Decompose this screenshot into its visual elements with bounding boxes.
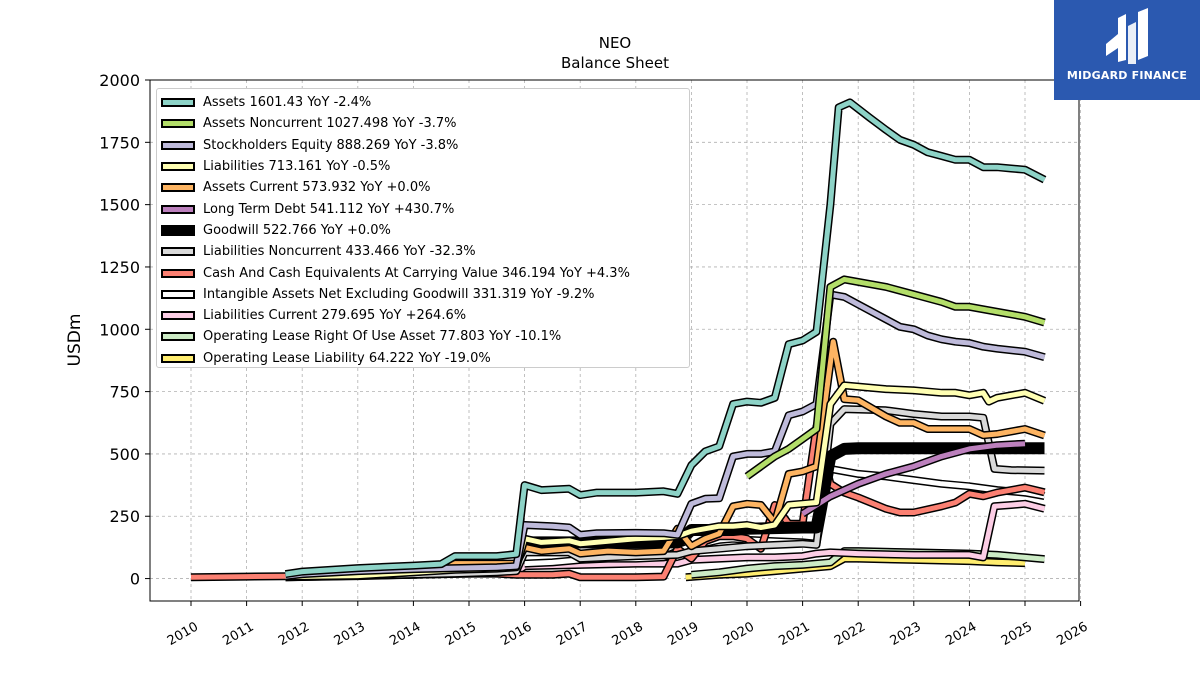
x-tick-label: 2026 bbox=[1054, 619, 1090, 649]
legend-label: Intangible Assets Net Excluding Goodwill… bbox=[203, 286, 595, 302]
plot-frame bbox=[149, 79, 1080, 602]
y-tick-label: 0 bbox=[130, 570, 140, 589]
x-tick-label: 2021 bbox=[776, 619, 812, 649]
chart-title: NEO bbox=[599, 34, 632, 52]
legend-entry: Liabilities Noncurrent 433.466 YoY -32.3… bbox=[157, 241, 689, 262]
legend-entry: Liabilities Current 279.695 YoY +264.6% bbox=[157, 305, 689, 326]
midgard-logo-icon bbox=[1106, 8, 1148, 64]
series-line-5 bbox=[800, 439, 1026, 518]
series-line-3 bbox=[285, 381, 1047, 581]
series-stroke bbox=[801, 441, 1026, 516]
legend-entry: Long Term Debt 541.112 YoY +430.7% bbox=[157, 198, 689, 219]
legend-entry: Assets Current 573.932 YoY +0.0% bbox=[157, 177, 689, 198]
series-line-12 bbox=[685, 554, 1026, 582]
x-tick-label: 2020 bbox=[721, 619, 757, 649]
legend-swatch bbox=[161, 162, 195, 172]
y-tick-label: 1750 bbox=[99, 133, 140, 152]
legend-swatch bbox=[161, 353, 195, 363]
x-tick-label: 2018 bbox=[610, 619, 646, 649]
y-tick-label: 1250 bbox=[99, 258, 140, 277]
series-line-1 bbox=[744, 275, 1046, 480]
legend-label: Long Term Debt 541.112 YoY +430.7% bbox=[203, 201, 455, 217]
series-line-0 bbox=[284, 98, 1047, 579]
y-tick-label: 500 bbox=[109, 445, 140, 464]
series-stroke bbox=[745, 276, 1046, 479]
x-tick-label: 2025 bbox=[999, 619, 1035, 649]
y-tick-label: 1500 bbox=[99, 196, 140, 215]
legend-label: Assets Current 573.932 YoY +0.0% bbox=[203, 180, 431, 196]
legend-swatch bbox=[161, 311, 195, 321]
x-tick-label: 2024 bbox=[943, 619, 979, 649]
legend-swatch bbox=[161, 289, 195, 299]
series-stroke bbox=[285, 382, 1046, 580]
legend-entry: Operating Lease Right Of Use Asset 77.80… bbox=[157, 326, 689, 347]
legend-swatch bbox=[161, 268, 195, 278]
x-tick-label: 2016 bbox=[498, 619, 534, 649]
x-axis: 2010 2011 2012 2013 2014 2015 2016 2017 2018 2019… bbox=[165, 601, 1091, 649]
x-tick-label: 2013 bbox=[332, 619, 368, 649]
logo-text: MIDGARD FINANCE bbox=[1066, 69, 1188, 82]
legend-entry: Cash And Cash Equivalents At Carrying Va… bbox=[157, 262, 689, 283]
y-tick-label: 750 bbox=[109, 383, 140, 402]
legend-label: Cash And Cash Equivalents At Carrying Va… bbox=[203, 265, 630, 281]
legend-entry: Intangible Assets Net Excluding Goodwill… bbox=[157, 284, 689, 305]
y-axis-label: USDm bbox=[65, 314, 85, 367]
legend-swatch bbox=[161, 247, 195, 257]
legend-swatch bbox=[161, 204, 195, 214]
legend-label: Operating Lease Liability 64.222 YoY -19… bbox=[203, 350, 491, 366]
legend-swatch bbox=[161, 183, 195, 193]
legend-label: Liabilities 713.161 YoY -0.5% bbox=[203, 159, 391, 175]
y-tick-label: 1000 bbox=[99, 320, 140, 339]
legend-swatch bbox=[161, 119, 195, 129]
x-tick-label: 2022 bbox=[832, 619, 868, 649]
x-tick-label: 2014 bbox=[387, 619, 423, 649]
legend-entry: Goodwill 522.766 YoY +0.0% bbox=[157, 220, 689, 241]
series-layer bbox=[190, 98, 1047, 582]
y-tick-label: 2000 bbox=[99, 71, 140, 90]
legend-swatch bbox=[161, 332, 195, 342]
x-tick-label: 2011 bbox=[220, 619, 256, 649]
legend-label: Assets 1601.43 YoY -2.4% bbox=[203, 95, 372, 111]
legend-swatch bbox=[161, 140, 195, 150]
x-tick-label: 2023 bbox=[888, 619, 924, 649]
legend-entry: Operating Lease Liability 64.222 YoY -19… bbox=[157, 348, 689, 369]
legend-entry: Liabilities 713.161 YoY -0.5% bbox=[157, 156, 689, 177]
legend-label: Stockholders Equity 888.269 YoY -3.8% bbox=[203, 137, 459, 153]
legend-swatch bbox=[161, 224, 195, 236]
legend-label: Liabilities Noncurrent 433.466 YoY -32.3… bbox=[203, 244, 476, 260]
legend-label: Operating Lease Right Of Use Asset 77.80… bbox=[203, 329, 562, 345]
x-tick-label: 2015 bbox=[443, 619, 479, 649]
series-stroke bbox=[285, 99, 1046, 577]
x-tick-label: 2019 bbox=[665, 619, 701, 649]
legend-label: Goodwill 522.766 YoY +0.0% bbox=[203, 222, 391, 238]
legend-entry: Assets 1601.43 YoY -2.4% bbox=[157, 92, 689, 113]
x-tick-label: 2012 bbox=[276, 619, 312, 649]
x-tick-label: 2017 bbox=[554, 619, 590, 649]
y-tick-label: 250 bbox=[109, 507, 140, 526]
chart-subtitle: Balance Sheet bbox=[561, 54, 669, 72]
legend-label: Liabilities Current 279.695 YoY +264.6% bbox=[203, 308, 467, 324]
x-tick-label: 2010 bbox=[165, 619, 201, 649]
midgard-finance-logo: MIDGARD FINANCE bbox=[1054, 0, 1200, 100]
series-stroke bbox=[685, 556, 1026, 580]
legend-swatch bbox=[161, 98, 195, 108]
y-axis: 0 250 500 750 1000 1250 1500 1750 2000 bbox=[99, 71, 150, 589]
legend-label: Assets Noncurrent 1027.498 YoY -3.7% bbox=[203, 116, 457, 132]
legend-entry: Stockholders Equity 888.269 YoY -3.8% bbox=[157, 135, 689, 156]
legend: Assets 1601.43 YoY -2.4% Assets Noncurren… bbox=[156, 88, 690, 368]
legend-entry: Assets Noncurrent 1027.498 YoY -3.7% bbox=[157, 113, 689, 134]
